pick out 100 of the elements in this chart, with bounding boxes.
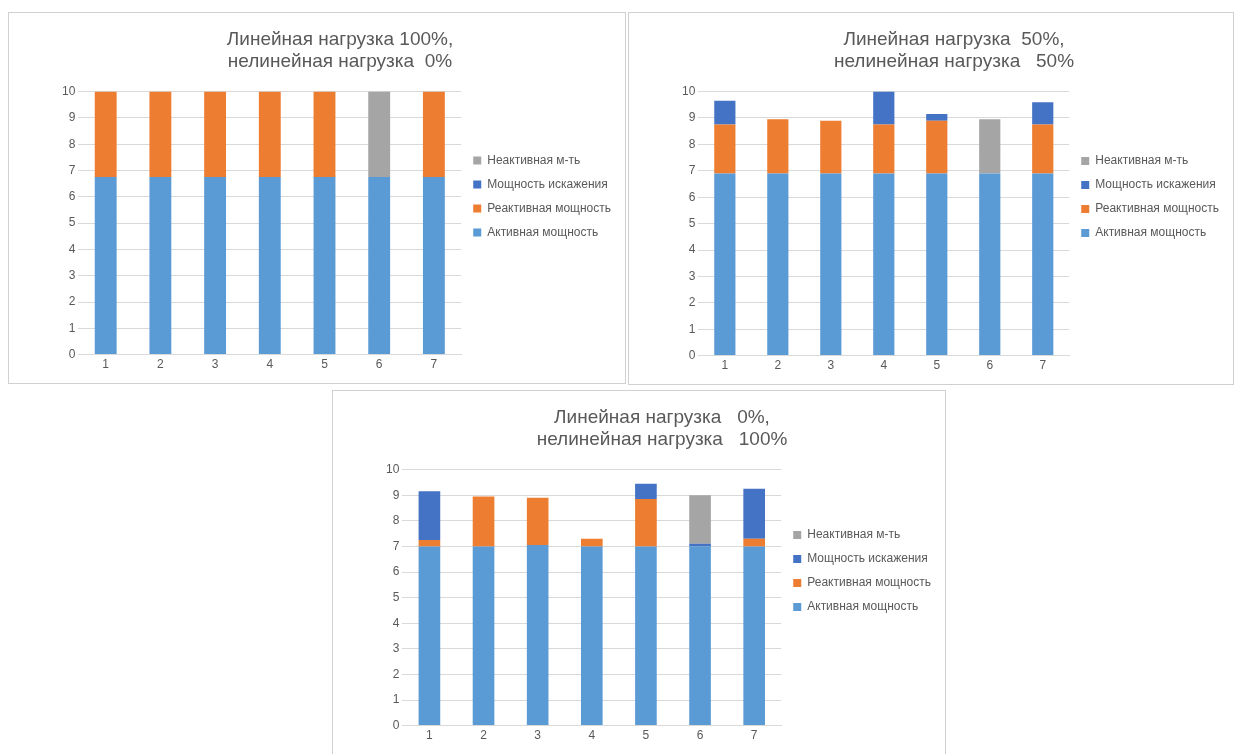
legend-label: Неактивная м-ть bbox=[487, 152, 581, 167]
bar bbox=[418, 546, 441, 726]
legend-label: Мощность искажения bbox=[807, 551, 928, 566]
bar bbox=[1032, 102, 1054, 125]
y-tick-label: 0 bbox=[68, 346, 76, 361]
legend-label: Реактивная мощность bbox=[807, 575, 931, 590]
x-tick-label: 7 bbox=[750, 728, 758, 743]
bar bbox=[743, 546, 765, 726]
chart-title: Линейная нагрузка 100%, нелинейная нагрузка 0% bbox=[226, 27, 454, 72]
bar bbox=[714, 124, 736, 174]
y-tick-label: 6 bbox=[68, 189, 76, 204]
x-tick-label: 4 bbox=[588, 728, 596, 743]
bar bbox=[580, 538, 603, 547]
bar bbox=[873, 124, 895, 174]
y-tick-label: 2 bbox=[68, 294, 76, 309]
x-tick-label: 2 bbox=[774, 358, 782, 373]
bar bbox=[714, 100, 736, 125]
bar bbox=[689, 546, 711, 726]
legend-label: Активная мощность bbox=[807, 599, 919, 614]
y-tick-label: 10 bbox=[385, 461, 400, 476]
bar bbox=[418, 491, 441, 540]
x-tick-label: 2 bbox=[480, 728, 488, 743]
bar bbox=[526, 497, 549, 546]
y-tick-label: 7 bbox=[392, 538, 400, 553]
legend-label: Активная мощность bbox=[1095, 225, 1207, 240]
y-tick-label: 9 bbox=[392, 487, 400, 502]
y-tick-label: 4 bbox=[392, 615, 400, 630]
bar bbox=[873, 173, 895, 356]
y-tick-label: 9 bbox=[68, 110, 76, 125]
x-tick-label: 5 bbox=[933, 358, 941, 373]
y-tick-label: 2 bbox=[392, 666, 400, 681]
x-tick-label: 4 bbox=[266, 357, 274, 372]
y-tick-label: 4 bbox=[688, 242, 696, 257]
y-tick-label: 5 bbox=[68, 215, 76, 230]
y-tick-label: 1 bbox=[68, 320, 76, 335]
y-tick-label: 8 bbox=[392, 513, 400, 528]
bar bbox=[635, 483, 657, 500]
bar bbox=[526, 545, 549, 726]
bar bbox=[635, 499, 657, 547]
y-tick-label: 3 bbox=[392, 641, 400, 656]
x-tick-label: 3 bbox=[827, 358, 835, 373]
y-tick-label: 0 bbox=[688, 347, 696, 362]
y-tick-label: 9 bbox=[688, 110, 696, 125]
y-tick-label: 1 bbox=[688, 321, 696, 336]
bar bbox=[1032, 173, 1054, 356]
legend-label: Неактивная м-ть bbox=[1095, 153, 1189, 168]
x-tick-label: 1 bbox=[721, 358, 729, 373]
x-tick-label: 7 bbox=[430, 357, 438, 372]
bar bbox=[873, 91, 895, 125]
y-tick-label: 5 bbox=[688, 215, 696, 230]
x-tick-label: 5 bbox=[321, 357, 329, 372]
bar bbox=[926, 114, 948, 121]
legend-label: Активная мощность bbox=[487, 224, 599, 239]
bar bbox=[580, 546, 603, 726]
x-tick-label: 6 bbox=[986, 358, 994, 373]
y-tick-label: 0 bbox=[392, 717, 400, 732]
bar bbox=[820, 120, 842, 174]
legend-label: Мощность искажения bbox=[487, 176, 608, 191]
bar bbox=[926, 173, 948, 356]
y-tick-label: 1 bbox=[392, 692, 400, 707]
x-tick-label: 2 bbox=[157, 357, 165, 372]
chart-title: Линейная нагрузка 50%, нелинейная нагрузка 50% bbox=[833, 27, 1075, 72]
bar bbox=[472, 496, 495, 547]
bar bbox=[743, 538, 765, 547]
legend-label: Реактивная мощность bbox=[1095, 201, 1219, 216]
y-tick-label: 8 bbox=[68, 136, 76, 151]
x-tick-label: 4 bbox=[880, 358, 888, 373]
bar bbox=[743, 488, 765, 539]
y-tick-label: 10 bbox=[681, 83, 696, 98]
legend-label: Мощность искажения bbox=[1095, 177, 1216, 192]
y-tick-label: 8 bbox=[688, 136, 696, 151]
bar bbox=[926, 120, 948, 174]
x-tick-label: 6 bbox=[375, 357, 383, 372]
chart-title: Линейная нагрузка 0%, нелинейная нагрузка 100% bbox=[536, 405, 788, 450]
y-tick-label: 4 bbox=[68, 241, 76, 256]
bar bbox=[689, 495, 711, 544]
bar bbox=[418, 540, 441, 547]
y-tick-label: 5 bbox=[392, 589, 400, 604]
bar bbox=[820, 173, 842, 356]
x-tick-label: 1 bbox=[102, 357, 110, 372]
x-tick-label: 7 bbox=[1039, 358, 1047, 373]
bar bbox=[1032, 124, 1054, 174]
y-tick-label: 3 bbox=[688, 268, 696, 283]
x-tick-label: 5 bbox=[642, 728, 650, 743]
legend-label: Реактивная мощность bbox=[487, 200, 611, 215]
bar bbox=[979, 173, 1001, 356]
y-tick-label: 2 bbox=[688, 295, 696, 310]
bar bbox=[767, 119, 789, 174]
bar bbox=[767, 173, 789, 356]
bar bbox=[714, 173, 736, 356]
x-tick-label: 3 bbox=[534, 728, 542, 743]
y-tick-label: 3 bbox=[68, 268, 76, 283]
bar bbox=[635, 546, 657, 726]
legend-label: Неактивная м-ть bbox=[807, 527, 901, 542]
x-tick-label: 1 bbox=[426, 728, 434, 743]
x-tick-label: 3 bbox=[211, 357, 219, 372]
bar bbox=[472, 546, 495, 726]
y-tick-label: 7 bbox=[688, 163, 696, 178]
bar bbox=[979, 119, 1001, 174]
y-tick-label: 6 bbox=[688, 189, 696, 204]
